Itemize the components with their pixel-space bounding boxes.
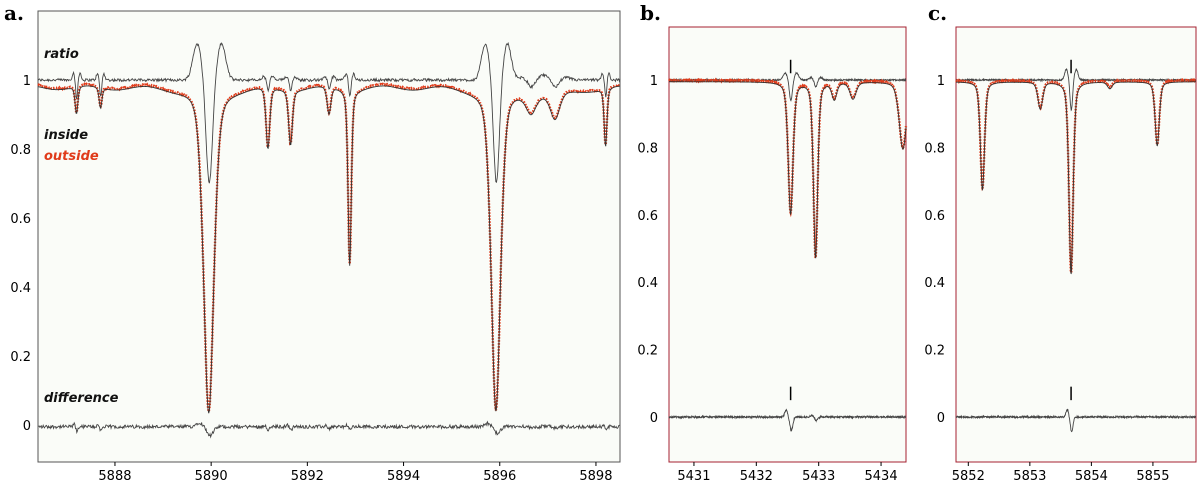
- x-tick-label: 5852: [952, 469, 985, 483]
- y-tick-label: 0.8: [637, 141, 658, 156]
- inside-label: inside: [44, 128, 88, 143]
- x-tick-label: 5432: [740, 469, 773, 483]
- panel-b-plot-area: [668, 26, 907, 463]
- y-tick-label: 0.6: [924, 209, 945, 224]
- y-tick-label: 0.2: [10, 350, 31, 365]
- y-tick-label: 0.4: [924, 276, 945, 291]
- y-tick-label: 0: [937, 411, 945, 426]
- panel-c-x-axis: 5852 5853 5854 5855: [952, 462, 1169, 483]
- difference-line: [668, 408, 907, 432]
- panel-c-plot-area: [955, 26, 1197, 463]
- panel-c-y-axis: 0 0.2 0.4 0.6 0.8 1: [924, 74, 945, 426]
- difference-label: difference: [44, 391, 119, 406]
- x-tick-label: 5854: [1075, 469, 1108, 483]
- x-tick-label: 5896: [483, 469, 516, 483]
- y-tick-label: 0.2: [924, 344, 945, 359]
- y-tick-label: 0.6: [10, 212, 31, 227]
- outside-label: outside: [44, 149, 99, 164]
- ratio-label: ratio: [44, 47, 79, 62]
- panel-b-y-axis: 0 0.2 0.4 0.6 0.8 1: [637, 74, 658, 426]
- y-tick-label: 0: [650, 411, 658, 426]
- inside-line: [669, 81, 907, 259]
- inside-line: [955, 81, 1196, 275]
- x-tick-label: 5898: [579, 469, 612, 483]
- panel-a-y-axis: 0 0.2 0.4 0.6 0.8 1: [10, 74, 31, 434]
- y-tick-label: 0.2: [637, 344, 658, 359]
- panel-b-x-axis: 5431 5432 5433 5434: [677, 462, 898, 483]
- panel-a-plot-area: [37, 10, 621, 463]
- y-tick-label: 0.8: [10, 143, 31, 158]
- panel-a-label: a.: [4, 1, 24, 25]
- y-tick-label: 0.4: [10, 281, 31, 296]
- y-tick-label: 1: [23, 74, 31, 89]
- y-tick-label: 1: [937, 74, 945, 89]
- x-tick-label: 5433: [802, 469, 835, 483]
- panel-b: b. 5431 5432 5433 5434 0 0.2 0.4 0.6 0.8…: [637, 1, 908, 483]
- panel-b-label: b.: [640, 1, 661, 25]
- outside-line: [667, 77, 908, 259]
- y-tick-label: 0: [23, 419, 31, 434]
- x-tick-label: 5434: [865, 469, 898, 483]
- x-tick-label: 5853: [1013, 469, 1046, 483]
- ratio-line: [37, 41, 621, 184]
- x-tick-label: 5890: [195, 469, 228, 483]
- panel-c-label: c.: [928, 1, 947, 25]
- y-tick-label: 0.8: [924, 141, 945, 156]
- x-tick-label: 5894: [387, 469, 420, 483]
- x-tick-label: 5855: [1136, 469, 1169, 483]
- ratio-line: [955, 67, 1197, 112]
- difference-line: [955, 408, 1197, 433]
- x-tick-label: 5888: [98, 469, 131, 483]
- inside-line: [37, 85, 621, 414]
- y-tick-label: 0.6: [637, 209, 658, 224]
- y-tick-label: 1: [650, 74, 658, 89]
- x-tick-label: 5892: [291, 469, 324, 483]
- panel-a: a. 5888 5890 5892 5894 5896 5898 0 0.2 0…: [4, 1, 621, 483]
- x-tick-label: 5431: [677, 469, 710, 483]
- y-tick-label: 0.4: [637, 276, 658, 291]
- panel-c: c. 5852 5853 5854 5855 0 0.2 0.4 0.6 0.8…: [924, 1, 1197, 483]
- panel-a-x-axis: 5888 5890 5892 5894 5896 5898: [98, 462, 612, 483]
- difference-line: [37, 420, 621, 439]
